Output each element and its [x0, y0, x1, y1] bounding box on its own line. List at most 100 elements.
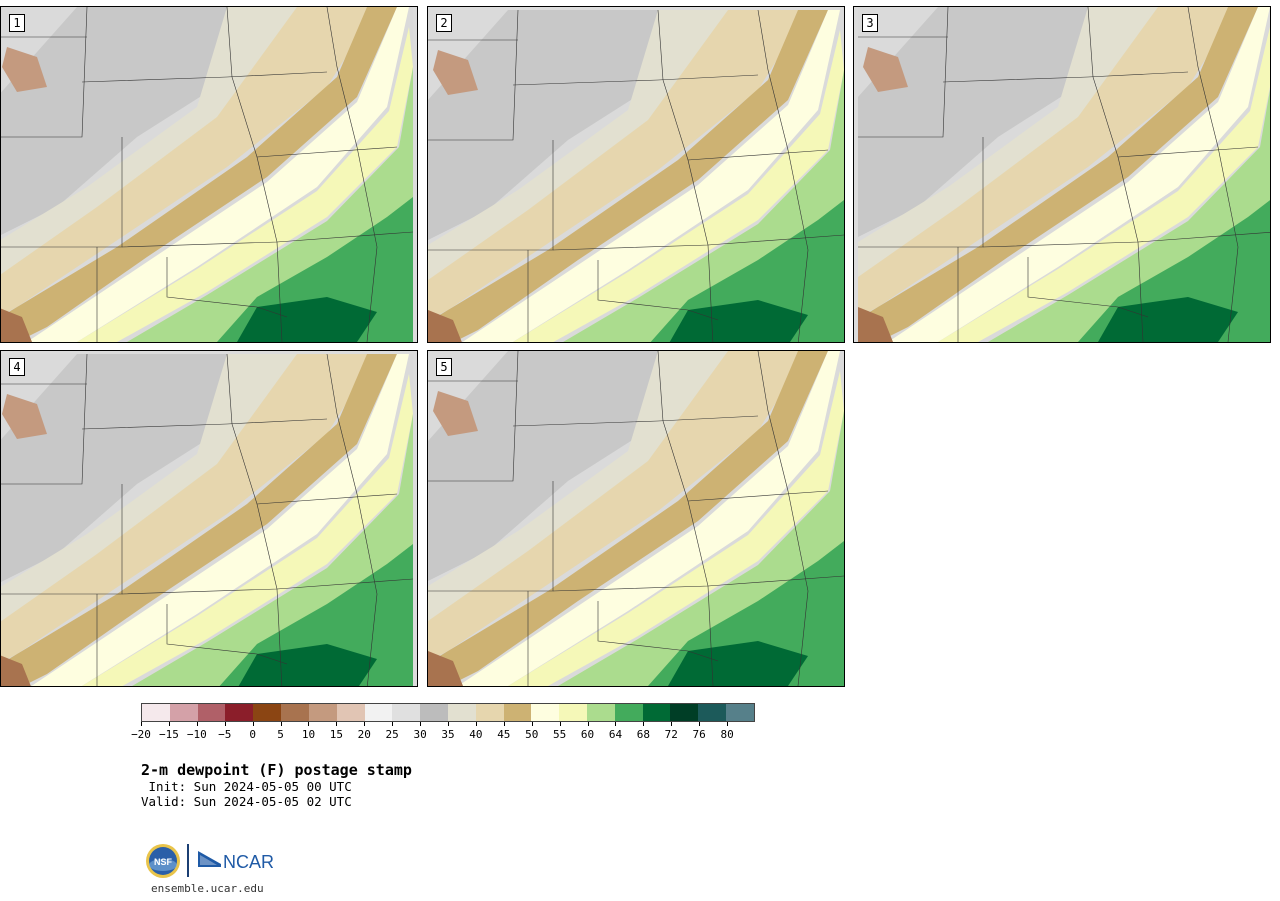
colorbar-tick [336, 722, 338, 726]
colorbar-tick-label: −20 [131, 728, 151, 741]
state-boundary [326, 353, 378, 686]
colorbar-tick [531, 722, 533, 726]
dewpoint-map [428, 351, 844, 686]
colorbar-tick-label: 55 [553, 728, 567, 741]
dewpoint-band [1, 7, 377, 315]
dewpoint-band [1, 308, 32, 342]
dewpoint-band [1, 7, 397, 342]
dewpoint-band [1, 655, 31, 686]
ensemble-member-panel-5: 5 [427, 350, 845, 687]
dewpoint-band [2, 394, 47, 439]
colorbar-tick [392, 722, 394, 726]
colorbar-tick [420, 722, 422, 726]
state-boundary [942, 71, 1189, 83]
state-boundary [81, 418, 328, 430]
dewpoint-band [428, 351, 808, 661]
colorbar-swatch [336, 704, 365, 721]
colorbar-tick-label: 80 [720, 728, 734, 741]
colorbar-swatch [447, 704, 476, 721]
dewpoint-band [1, 354, 377, 662]
dewpoint-band [858, 7, 1188, 277]
colorbar-tick-label: 68 [636, 728, 650, 741]
dewpoint-band [433, 50, 478, 95]
colorbar-tick [364, 722, 366, 726]
dewpoint-band [428, 351, 828, 686]
colorbar-tick [587, 722, 589, 726]
colorbar-tick-label: 72 [664, 728, 678, 741]
dewpoint-band [669, 300, 808, 342]
state-boundary [687, 490, 829, 502]
ncar-logo: NCAR [198, 851, 273, 872]
colorbar-tick-label: 76 [692, 728, 706, 741]
colorbar-tick-label: 30 [413, 728, 427, 741]
dewpoint-band [237, 297, 377, 342]
dewpoint-map [428, 9, 844, 342]
colorbar-tick-label: 40 [469, 728, 483, 741]
colorbar-swatch [614, 704, 643, 721]
colorbar-tick-label: 50 [525, 728, 539, 741]
colorbar-swatch [364, 704, 393, 721]
state-boundary [1, 353, 88, 485]
colorbar-swatch [392, 704, 421, 721]
state-boundary [512, 74, 759, 86]
plot-title: 2-m dewpoint (F) postage stamp [141, 761, 412, 779]
dewpoint-band [81, 374, 413, 686]
colorbar-swatch [420, 704, 448, 721]
state-boundary [256, 146, 398, 158]
dewpoint-band [428, 10, 808, 320]
dewpoint-band [508, 371, 844, 686]
state-boundary [166, 257, 288, 318]
colorbar-tick-label: 64 [608, 728, 623, 741]
dewpoint-band [938, 27, 1270, 342]
dewpoint-map [1, 7, 414, 342]
dewpoint-band [863, 47, 908, 92]
state-boundary [428, 9, 519, 141]
dewpoint-band [219, 544, 413, 686]
ensemble-member-panel-4: 4 [0, 350, 418, 687]
dewpoint-map [858, 7, 1270, 342]
colorbar-swatch [142, 704, 170, 721]
state-boundary [1027, 257, 1149, 318]
colorbar-swatch [281, 704, 309, 721]
dewpoint-band [858, 7, 1238, 317]
colorbar-tick [671, 722, 673, 726]
dewpoint-band [428, 351, 758, 621]
state-boundary [166, 604, 288, 665]
dewpoint-map [1, 353, 414, 686]
colorbar-tick-label: 10 [301, 728, 316, 741]
ensemble-member-panel-2: 2 [427, 6, 845, 343]
colorbar-swatch [726, 704, 754, 721]
colorbar-swatch [670, 704, 699, 721]
dewpoint-band [428, 310, 462, 342]
state-boundary [757, 351, 809, 686]
colorbar-tick [252, 722, 254, 726]
state-boundary [1187, 7, 1239, 342]
colorbar-tick-label: −15 [158, 728, 179, 741]
ensemble-member-panel-1: 1 [0, 6, 418, 343]
state-boundary [81, 71, 328, 83]
state-boundary [256, 493, 398, 505]
colorbar-swatch [308, 704, 337, 721]
state-boundary [428, 351, 519, 482]
dewpoint-band [428, 651, 463, 686]
colorbar-tick-label: 15 [329, 728, 343, 741]
colorbar-tick-label: 45 [497, 728, 511, 741]
dewpoint-band [2, 47, 47, 92]
state-boundary [326, 7, 378, 342]
colorbar-tick-label: 25 [385, 728, 399, 741]
dewpoint-band [428, 10, 758, 280]
colorbar-swatch [559, 704, 587, 721]
dewpoint-band [512, 30, 844, 342]
state-boundary [597, 260, 719, 321]
colorbar-tick-label: −5 [218, 728, 232, 741]
state-boundary [1, 7, 88, 138]
colorbar-tick [727, 722, 729, 726]
colorbar-tick [475, 722, 477, 726]
dewpoint-band [1, 354, 397, 686]
colorbar-ticks: −20 −15 −10 −5 0 5 10 15 20 25 30 35 40 45 50 55 60 64 68 7… [131, 722, 755, 742]
colorbar-tick [196, 722, 198, 726]
nsf-logo: NSF [146, 844, 180, 878]
colorbar-tick-label: 35 [441, 728, 455, 741]
dewpoint-band [238, 644, 377, 686]
colorbar-tick-label: −10 [186, 728, 207, 741]
